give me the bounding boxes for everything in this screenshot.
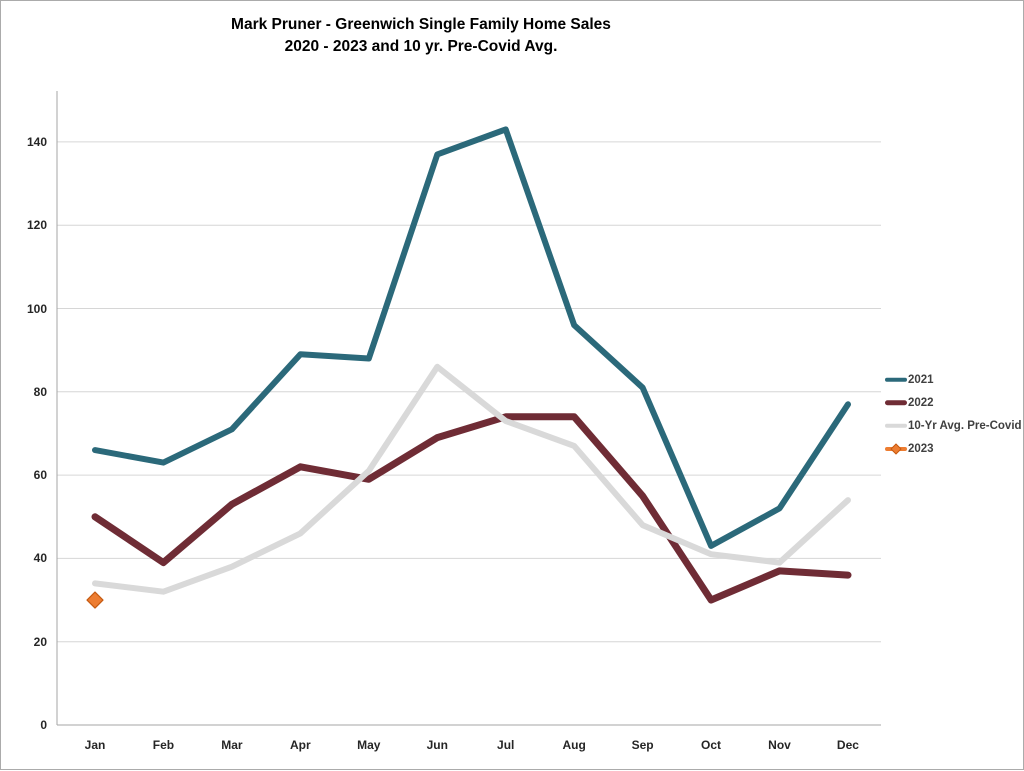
legend-label-2023: 2023 (908, 442, 934, 455)
chart-title: Mark Pruner - Greenwich Single Family Ho… (21, 14, 821, 58)
y-tick-label: 80 (33, 384, 47, 399)
y-tick-label: 120 (26, 218, 47, 233)
series-line-2022 (91, 413, 852, 604)
legend: 2021 2022 10-Yr Avg. Pre-Covid 2023 (885, 368, 1022, 460)
series-line-10-yr-avg-pre-covid (92, 363, 851, 595)
legend-item-2021: 2021 (885, 368, 1022, 391)
y-tick-label: 20 (33, 634, 47, 649)
x-tick-label-mar: Mar (221, 738, 243, 752)
legend-label-2021: 2021 (908, 373, 934, 386)
chart-title-line2: 2020 - 2023 and 10 yr. Pre-Covid Avg. (284, 38, 558, 55)
legend-marker-2023 (885, 442, 907, 455)
y-tick-label: 100 (26, 301, 47, 316)
data-point-diamond-2023 (86, 591, 104, 609)
y-tick-label: 140 (26, 134, 47, 149)
x-tick-label-feb: Feb (152, 738, 175, 752)
x-tick-label-may: May (357, 738, 381, 752)
legend-item-2022: 2022 (885, 391, 1022, 414)
x-tick-label-sep: Sep (631, 738, 654, 752)
x-tick-label-jul: Jul (497, 738, 515, 752)
y-tick-label: 0 (40, 718, 47, 732)
legend-marker-2022 (885, 397, 907, 409)
legend-item-10-yr-avg-pre-covid: 10-Yr Avg. Pre-Covid (885, 414, 1022, 437)
x-tick-label-nov: Nov (768, 738, 791, 752)
legend-diamond-icon (890, 442, 902, 455)
x-tick-label-dec: Dec (836, 738, 859, 752)
legend-marker-2021 (885, 374, 907, 386)
legend-label-2022: 2022 (908, 396, 934, 409)
legend-marker-10-yr-avg-pre-covid (885, 420, 907, 432)
legend-item-2023: 2023 (885, 437, 1022, 460)
x-tick-label-jan: Jan (84, 738, 106, 752)
series-line-2021 (92, 126, 851, 549)
y-tick-label: 40 (33, 551, 47, 566)
x-tick-label-jun: Jun (426, 738, 448, 752)
y-tick-label: 60 (33, 468, 47, 483)
x-tick-label-oct: Oct (701, 738, 722, 752)
legend-label-10-yr-avg-pre-covid: 10-Yr Avg. Pre-Covid (908, 419, 1022, 432)
x-tick-label-aug: Aug (562, 738, 586, 752)
chart-title-line1: Mark Pruner - Greenwich Single Family Ho… (231, 16, 611, 33)
x-tick-label-apr: Apr (290, 738, 311, 752)
